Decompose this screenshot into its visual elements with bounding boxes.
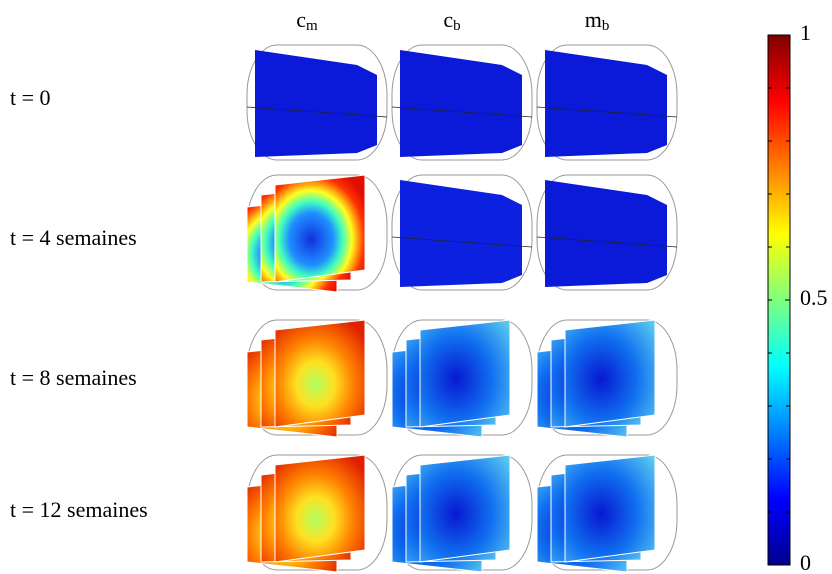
slice xyxy=(400,50,522,157)
column-header: cm xyxy=(296,7,318,34)
domain-outline xyxy=(536,174,678,291)
panels xyxy=(246,44,678,573)
slice xyxy=(274,319,366,428)
slice xyxy=(274,174,366,283)
domain-outline xyxy=(536,44,678,161)
domain-outline xyxy=(391,174,533,291)
column-header-sub: m xyxy=(306,18,318,34)
slice xyxy=(419,319,511,428)
axis-line xyxy=(246,106,388,118)
column-header-base: c xyxy=(296,7,306,32)
slice xyxy=(274,454,366,563)
column-header-base: m xyxy=(585,7,602,32)
slice xyxy=(564,454,656,563)
axis-line xyxy=(391,106,533,118)
axis-line xyxy=(391,236,533,248)
slice xyxy=(564,319,656,428)
slice xyxy=(400,180,522,287)
colorbar-tick-label: 0.5 xyxy=(800,285,828,310)
row-label: t = 12 semaines xyxy=(10,497,148,522)
axis-line xyxy=(536,106,678,118)
colorbar-tick-label: 1 xyxy=(800,20,811,45)
row-label: t = 4 semaines xyxy=(10,225,137,250)
colorbar-tick-label: 0 xyxy=(800,550,811,574)
axis-line xyxy=(536,236,678,248)
column-header-sub: b xyxy=(602,18,610,34)
row-label: t = 8 semaines xyxy=(10,365,137,390)
column-header: cb xyxy=(443,7,460,34)
domain-outline xyxy=(391,44,533,161)
column-header-sub: b xyxy=(453,18,461,34)
domain-outline xyxy=(246,44,388,161)
slice xyxy=(545,50,667,157)
slice xyxy=(545,180,667,287)
row-label: t = 0 xyxy=(10,85,51,110)
slice xyxy=(419,454,511,563)
column-header: mb xyxy=(585,7,610,34)
column-header-base: c xyxy=(443,7,453,32)
slice xyxy=(255,50,377,157)
